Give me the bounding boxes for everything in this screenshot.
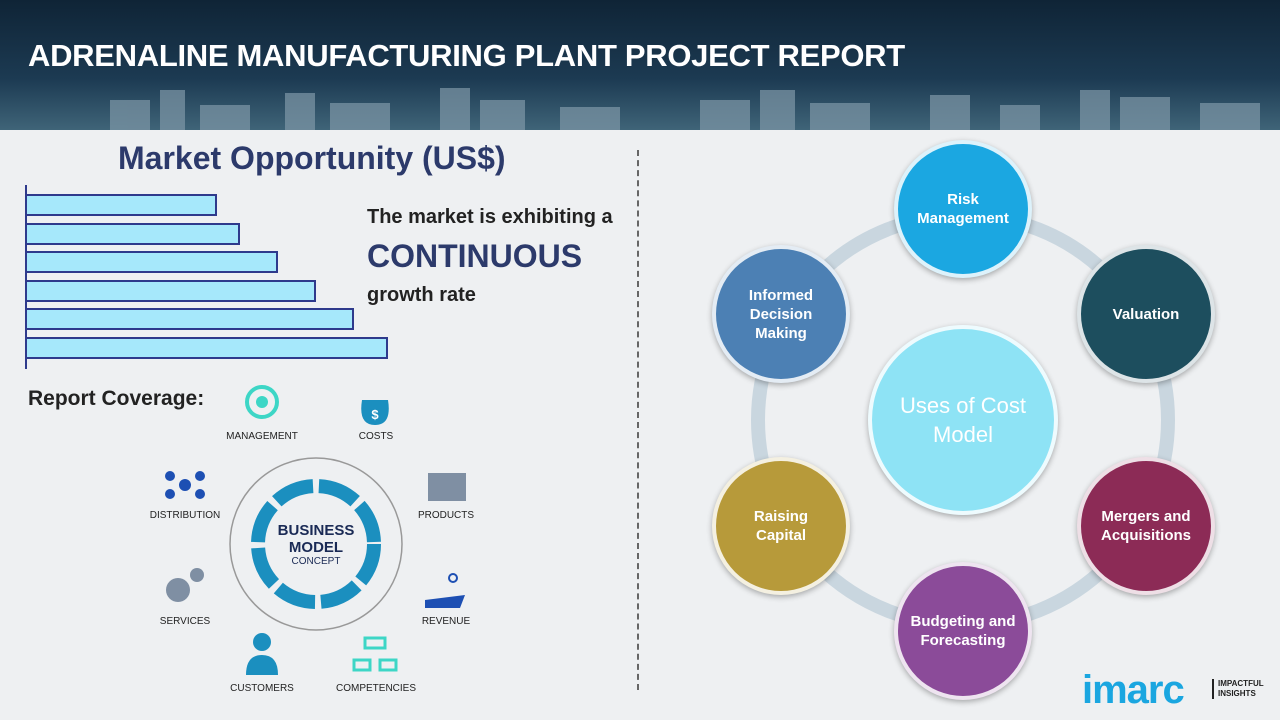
costs-icon: $ [361, 400, 389, 425]
market-opportunity-title: Market Opportunity (US$) [118, 140, 506, 176]
coverage-revenue: REVENUE [421, 616, 471, 627]
distribution-icon [165, 471, 205, 499]
coverage-costs: COSTS [358, 431, 394, 442]
divider [637, 150, 639, 690]
growth-bar [27, 308, 354, 331]
services-icon [166, 568, 204, 602]
market-text-2: CONTINUOUS [367, 238, 583, 274]
use-circle: Budgeting and Forecasting [894, 562, 1032, 700]
coverage-services: SERVICES [159, 616, 211, 627]
revenue-icon [425, 573, 465, 608]
skyline-graphic [110, 88, 1260, 130]
coverage-competencies: COMPETENCIES [335, 683, 417, 694]
coverage-distribution: DISTRIBUTION [149, 510, 221, 521]
svg-text:$: $ [371, 407, 379, 422]
uses-center-circle: Uses of Cost Model [868, 325, 1058, 515]
products-icon [428, 473, 466, 501]
use-circle: Mergers and Acquisitions [1077, 457, 1215, 595]
coverage-products: PRODUCTS [417, 510, 475, 521]
imarc-logo: imarc [1082, 668, 1185, 712]
business-model-diagram: $ [165, 385, 466, 675]
growth-bar [27, 251, 278, 274]
report-title: ADRENALINE MANUFACTURING PLANT PROJECT R… [28, 38, 905, 73]
business-model-subtitle: CONCEPT [291, 556, 341, 567]
competencies-icon [352, 636, 398, 672]
report-coverage-title: Report Coverage: [28, 387, 205, 410]
customers-icon [246, 633, 278, 675]
business-model-title: BUSINESS MODEL [277, 522, 355, 556]
use-circle: Informed Decision Making [712, 245, 850, 383]
growth-bar [27, 194, 217, 216]
coverage-management: MANAGEMENT [226, 431, 298, 442]
use-circle: Risk Management [894, 140, 1032, 278]
growth-bar [27, 222, 240, 245]
use-circle: Raising Capital [712, 457, 850, 595]
use-circle: Valuation [1077, 245, 1215, 383]
imarc-tagline: IMPACTFUL INSIGHTS [1212, 679, 1272, 699]
growth-bar [27, 279, 316, 302]
market-text-1: The market is exhibiting a [367, 206, 613, 228]
market-text-3: growth rate [367, 284, 476, 306]
bar-axis [25, 185, 27, 369]
header-banner: ADRENALINE MANUFACTURING PLANT PROJECT R… [0, 0, 1280, 130]
growth-bar [27, 337, 388, 359]
coverage-customers: CUSTOMERS [230, 683, 294, 694]
management-icon [245, 385, 279, 419]
